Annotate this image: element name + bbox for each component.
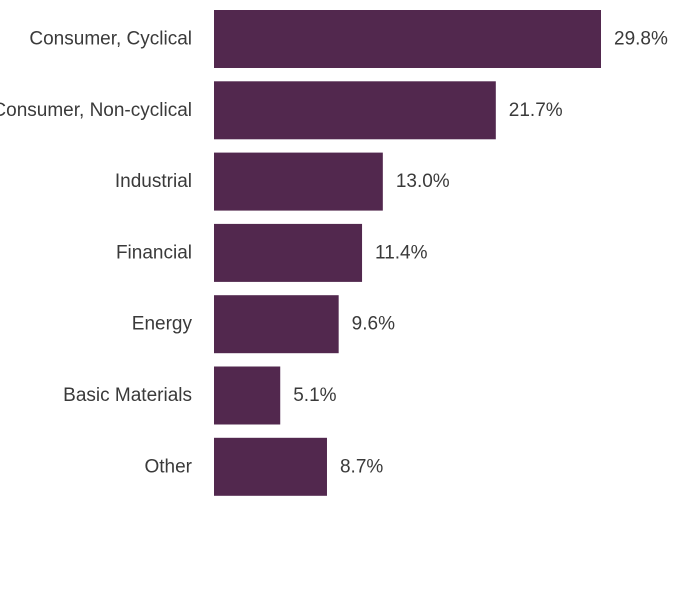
bar-4	[214, 295, 339, 354]
category-label: Energy	[132, 314, 193, 335]
bar-1	[214, 81, 496, 140]
bars-group	[214, 10, 601, 496]
category-label: Consumer, Non-cyclical	[0, 100, 192, 121]
category-label: Industrial	[115, 171, 192, 192]
bar-2	[214, 152, 383, 211]
bar-5	[214, 366, 281, 425]
value-label: 9.6%	[352, 314, 395, 335]
category-labels: Consumer, Cyclical Consumer, Non-cyclical…	[0, 29, 193, 478]
value-label: 11.4%	[375, 242, 428, 263]
value-label: 29.8%	[614, 29, 668, 50]
bar-3	[214, 223, 363, 282]
value-labels: 29.8% 21.7% 13.0% 11.4% 9.6% 5.1% 8.7%	[293, 29, 668, 478]
value-label: 5.1%	[293, 385, 336, 406]
value-label: 13.0%	[396, 171, 450, 192]
value-label: 8.7%	[340, 456, 383, 477]
category-label: Consumer, Cyclical	[29, 29, 192, 50]
category-label: Financial	[116, 242, 192, 263]
category-label: Other	[144, 456, 192, 477]
bar-0	[214, 10, 601, 68]
category-label: Basic Materials	[63, 385, 192, 406]
value-label: 21.7%	[509, 100, 563, 121]
bar-6	[214, 437, 327, 496]
